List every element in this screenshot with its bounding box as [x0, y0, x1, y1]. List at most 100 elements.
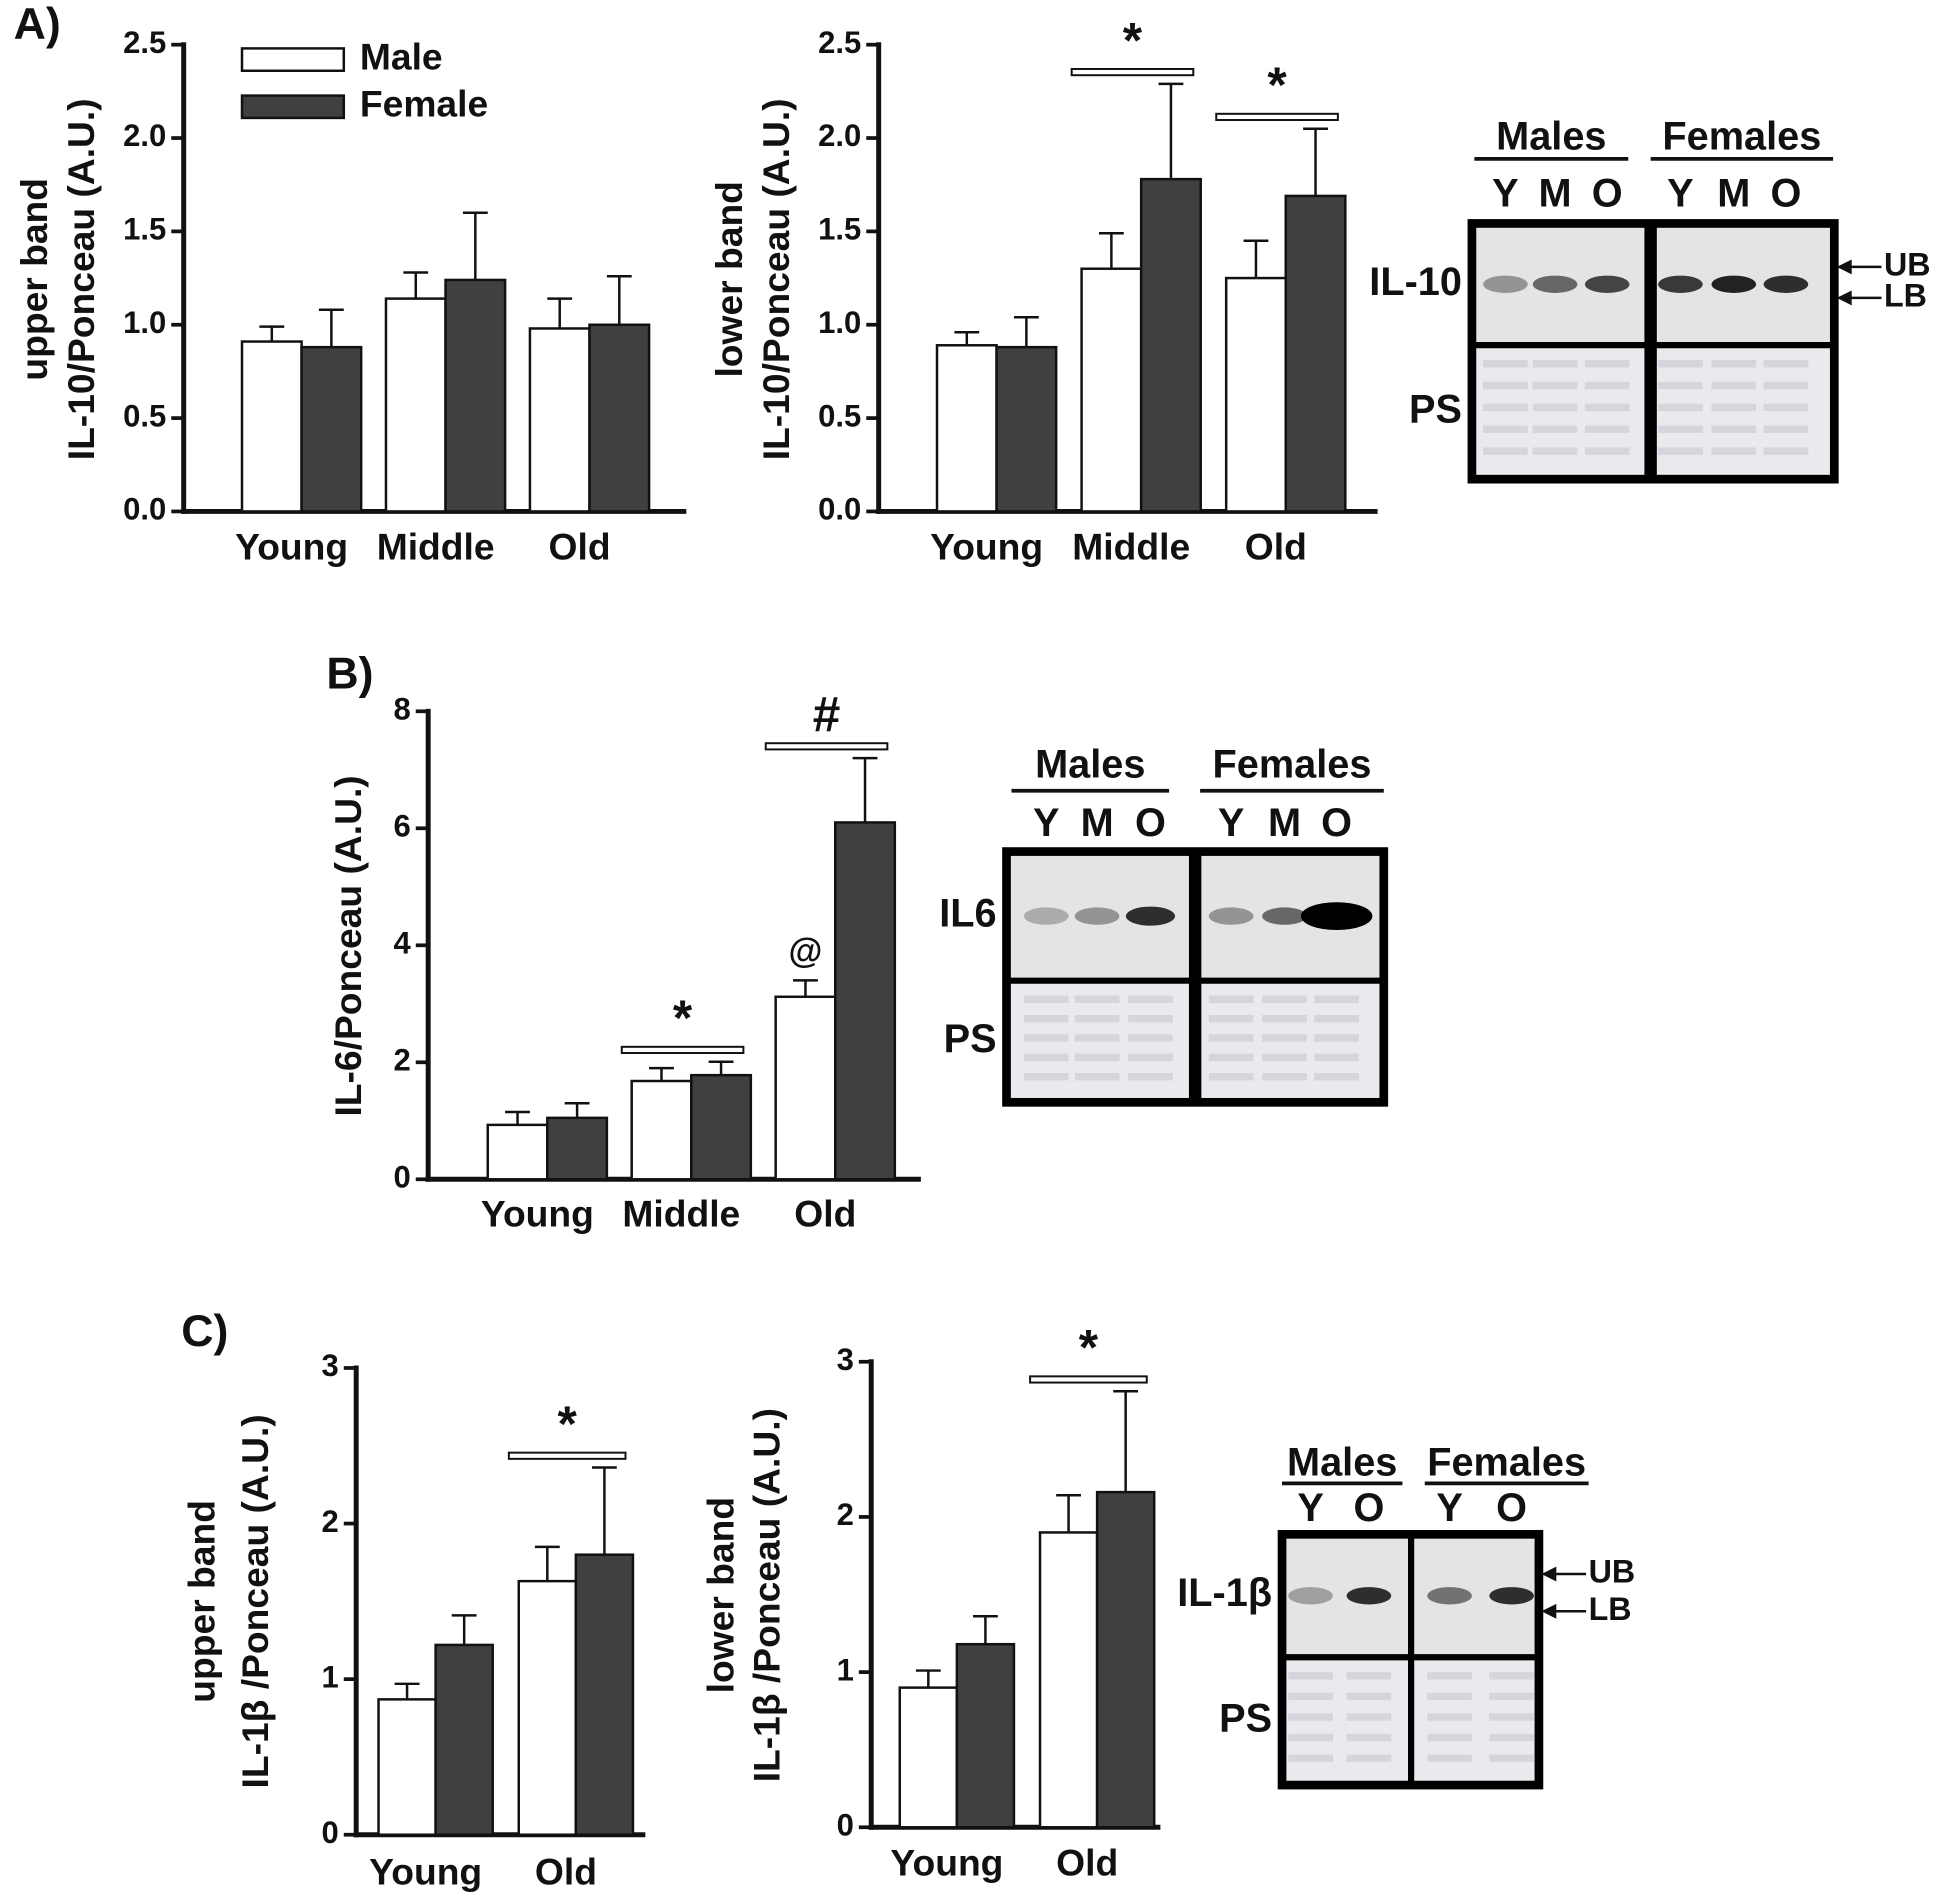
x-tick-label: Middle: [377, 526, 495, 568]
lane-label: O: [1321, 801, 1352, 845]
band: [1711, 275, 1757, 293]
y-tick-label: 6: [394, 808, 411, 843]
bar: [1038, 1531, 1099, 1829]
bar: [444, 278, 507, 513]
stain-stripe: [1314, 1053, 1359, 1062]
stain-stripe: [1128, 995, 1173, 1004]
stain-stripe: [1023, 1053, 1069, 1062]
stain-stripe: [1023, 1073, 1069, 1081]
arrow-head: [1836, 259, 1852, 275]
x-tick-label: Young: [235, 526, 348, 568]
significance-bracket: [764, 742, 889, 751]
annotation: #: [813, 686, 841, 742]
stain-stripe: [1288, 1733, 1333, 1742]
stain-stripe: [1346, 1733, 1392, 1742]
panel-label: A): [14, 0, 61, 49]
row-label: PS: [1409, 388, 1462, 432]
lane-label: O: [1353, 1486, 1384, 1530]
y-tick-label: 3: [322, 1348, 339, 1383]
stain-stripe: [1427, 1754, 1472, 1762]
band-label: UB: [1884, 246, 1931, 282]
band: [1074, 907, 1120, 925]
stain-stripe: [1346, 1672, 1392, 1680]
stain-stripe: [1489, 1754, 1534, 1762]
legend-label: Male: [360, 35, 443, 77]
significance-bracket: [1029, 1375, 1148, 1384]
lane-label: M: [1539, 172, 1572, 216]
y-tick-label: 2.5: [818, 25, 861, 60]
stain-stripe: [1763, 447, 1809, 455]
significance-bracket: [1215, 112, 1339, 122]
stain-stripe: [1023, 1034, 1069, 1042]
stain-stripe: [1208, 1014, 1254, 1023]
stain-stripe: [1314, 1034, 1359, 1042]
y-tick-label: 1.5: [818, 212, 861, 247]
bar: [995, 345, 1058, 513]
stain-stripe: [1262, 1053, 1307, 1062]
band: [1483, 275, 1528, 293]
stain-stripe: [1023, 1014, 1069, 1023]
lane-label: Y: [1492, 172, 1518, 216]
band: [1763, 275, 1809, 293]
y-tick-label: 1.5: [123, 212, 166, 247]
y-tick-label: 0: [837, 1807, 854, 1842]
blot-group: Males: [1496, 115, 1606, 159]
stain-stripe: [1763, 425, 1809, 433]
stain-stripe: [1483, 425, 1528, 433]
stain-stripe: [1532, 403, 1578, 412]
stain-stripe: [1532, 381, 1578, 390]
stain-stripe: [1346, 1713, 1392, 1721]
row-label: IL-10: [1369, 260, 1462, 304]
y-tick-label: 2.0: [123, 118, 166, 153]
band-label: UB: [1589, 1554, 1636, 1590]
x-tick-label: Old: [1245, 526, 1307, 568]
arrow-head: [1836, 290, 1852, 306]
bar: [834, 821, 897, 1181]
bar: [1080, 267, 1143, 513]
x-tick-label: Old: [549, 526, 611, 568]
bar: [630, 1079, 693, 1181]
x-tick-label: Young: [369, 1850, 482, 1892]
bar: [1224, 276, 1287, 513]
legend-label: Female: [360, 83, 488, 125]
annotation: *: [1079, 1320, 1099, 1376]
stain-stripe: [1074, 1073, 1120, 1081]
stain-stripe: [1262, 1073, 1307, 1081]
band: [1288, 1587, 1333, 1605]
row-label: IL-1β: [1177, 1571, 1272, 1615]
stain-stripe: [1489, 1733, 1534, 1742]
y-tick-label: 0.5: [123, 398, 166, 433]
stain-stripe: [1584, 359, 1630, 368]
stain-stripe: [1262, 1014, 1307, 1023]
y-tick-label: 1.0: [123, 305, 166, 340]
stain-stripe: [1262, 995, 1307, 1004]
stain-stripe: [1074, 1053, 1120, 1062]
stain-stripe: [1288, 1672, 1333, 1680]
blot-group: Females: [1427, 1440, 1586, 1484]
y-axis-label: upper band: [13, 178, 55, 381]
stain-stripe: [1346, 1754, 1392, 1762]
lane-label: O: [1770, 172, 1801, 216]
band-label: LB: [1884, 277, 1927, 313]
stain-stripe: [1584, 447, 1630, 455]
lane-label: Y: [1667, 172, 1693, 216]
stain-stripe: [1658, 425, 1703, 433]
y-axis-label: upper band: [181, 1500, 223, 1703]
y-tick-label: 2.0: [818, 118, 861, 153]
bar: [774, 995, 837, 1181]
band: [1208, 907, 1254, 925]
blot-group: Females: [1662, 115, 1821, 159]
band: [1658, 275, 1703, 293]
lane-label: Y: [1218, 801, 1244, 845]
stain-stripe: [1711, 447, 1757, 455]
annotation: *: [558, 1396, 578, 1452]
bar: [240, 340, 303, 513]
band: [1427, 1587, 1472, 1605]
y-tick-label: 2: [394, 1042, 411, 1077]
stain-stripe: [1427, 1672, 1472, 1680]
stain-stripe: [1128, 1053, 1173, 1062]
y-tick-label: 1: [322, 1659, 339, 1694]
stain-stripe: [1128, 1034, 1173, 1042]
stain-stripe: [1763, 359, 1809, 368]
y-tick-label: 2: [322, 1504, 339, 1539]
